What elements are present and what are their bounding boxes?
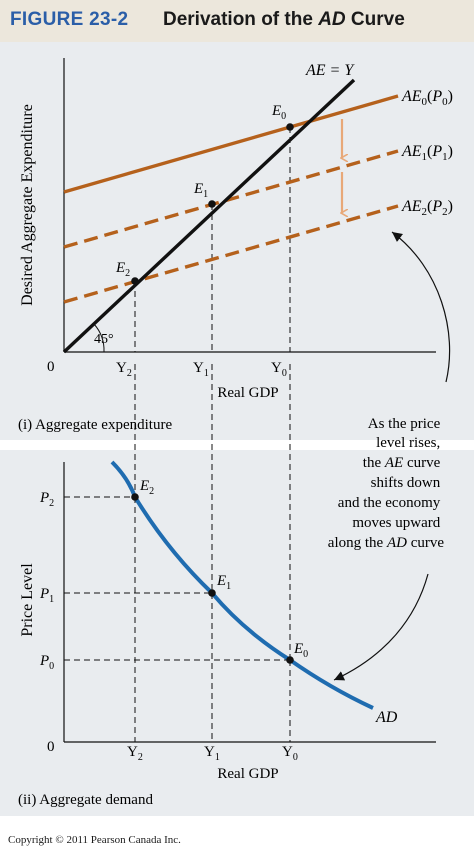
ae0-curve (63, 94, 399, 194)
e0-point-panel-ii (286, 656, 294, 664)
panel-ii-caption: (ii) Aggregate demand (18, 792, 153, 808)
angle-label: 45° (94, 332, 114, 347)
e2-label-panel-ii: E2 (139, 478, 154, 497)
ae2-label: AE2(P2) (401, 198, 453, 218)
e1-label-panel-i: E1 (193, 181, 208, 200)
annotation: As the price level rises, the AE curve s… (328, 231, 451, 681)
p0-tick: P0 (39, 653, 54, 672)
x-axis-label-panel-i: Real GDP (217, 385, 278, 401)
y1-tick-panel-ii: Y1 (204, 744, 220, 763)
e1-point-panel-ii (208, 589, 216, 597)
annotation-arrow-up (391, 231, 451, 383)
p1-tick: P1 (39, 586, 54, 605)
y0-tick-panel-i: Y0 (271, 360, 287, 379)
ae1-label: AE1(P1) (401, 143, 453, 163)
annotation-text: As the price level rises, the AE curve s… (328, 416, 445, 551)
panel-ii-chart: Price Level 0 Real GDP AD E2 E1 E0 P2 P1… (18, 460, 436, 808)
ad-curve-label: AD (375, 709, 398, 726)
y-axis-label-panel-ii: Price Level (19, 563, 36, 637)
e1-point-panel-i (208, 200, 216, 208)
line-45-degree (62, 78, 356, 354)
angle-arc (93, 323, 105, 353)
figure-number: FIGURE 23-2 (10, 9, 129, 30)
y-axis-label-panel-i: Desired Aggregate Expenditure (19, 104, 36, 306)
y2-tick-panel-ii: Y2 (127, 744, 143, 763)
e2-point-panel-ii (131, 493, 139, 501)
annotation-arrow-down (333, 573, 429, 681)
panel-i-caption: (i) Aggregate expenditure (18, 417, 172, 433)
copyright-notice: Copyright © 2011 Pearson Canada Inc. (8, 834, 181, 846)
ae1-curve (63, 149, 399, 249)
line-45-label: AE = Y (305, 62, 355, 79)
p2-tick: P2 (39, 490, 54, 509)
e2-point-panel-i (131, 277, 139, 285)
panel-i-chart: Desired Aggregate Expenditure 0 Real GDP… (18, 58, 453, 433)
figure-title: Derivation of the AD Curve (163, 9, 405, 30)
y1-tick-panel-i: Y1 (193, 360, 209, 379)
e0-point-panel-i (286, 123, 294, 131)
e1-label-panel-ii: E1 (216, 573, 231, 592)
y0-tick-panel-ii: Y0 (282, 744, 298, 763)
ad-curve (110, 460, 374, 710)
origin-label-panel-ii: 0 (47, 739, 55, 755)
x-axis-label-panel-ii: Real GDP (217, 766, 278, 782)
ae0-label: AE0(P0) (401, 88, 453, 108)
ae2-curve (63, 204, 399, 304)
y2-tick-panel-i: Y2 (116, 360, 132, 379)
origin-label-panel-i: 0 (47, 359, 55, 375)
panel-ii-background (0, 450, 474, 816)
e0-label-panel-i: E0 (271, 103, 286, 122)
connector-guides (134, 364, 291, 660)
e0-label-panel-ii: E0 (293, 641, 308, 660)
figure-header: FIGURE 23-2 Derivation of the AD Curve (0, 0, 474, 42)
e2-label-panel-i: E2 (115, 260, 130, 279)
